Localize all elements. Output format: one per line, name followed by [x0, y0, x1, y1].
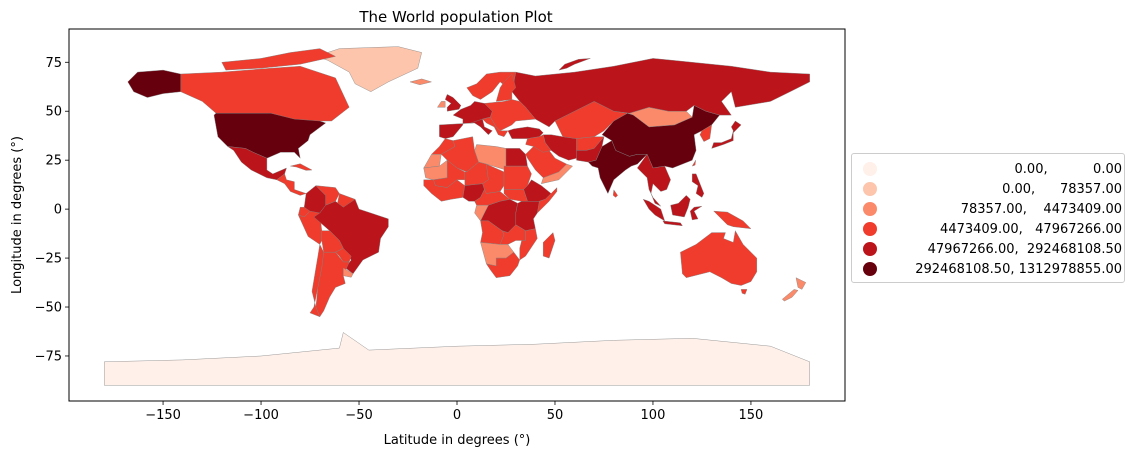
legend-item: 78357.00, 4473409.00 — [852, 200, 1126, 218]
region-italy — [470, 118, 493, 135]
legend-item: 292468108.50, 1312978855.00 — [852, 260, 1126, 278]
x-tick-label: −100 — [243, 408, 279, 423]
region-iraq-syria — [525, 134, 552, 153]
region-antarctica — [104, 332, 810, 386]
region-india — [588, 140, 648, 194]
legend-swatch-icon — [863, 222, 877, 236]
region-indochina — [637, 154, 671, 207]
region-philippines — [692, 173, 705, 198]
region-tasmania — [740, 289, 748, 295]
region-somalia — [537, 187, 558, 214]
x-tick-label: −50 — [345, 408, 372, 423]
region-greenland — [315, 46, 422, 92]
x-tick-label: −150 — [145, 408, 181, 423]
region-uruguay — [343, 267, 354, 278]
y-tick-label: −25 — [35, 252, 62, 267]
legend-label: 47967266.00, 292468108.50 — [927, 241, 1122, 257]
region-yemen-oman — [541, 163, 573, 184]
region-new-guinea — [713, 210, 752, 229]
region-borneo — [670, 195, 691, 218]
legend-swatch-icon — [863, 182, 877, 196]
legend-item: 4473409.00, 47967266.00 — [852, 220, 1126, 238]
legend-swatch-icon — [863, 162, 877, 176]
region-new-zealand — [782, 289, 799, 302]
legend-label: 78357.00, 4473409.00 — [960, 201, 1122, 217]
region-new-zealand-north — [795, 277, 806, 290]
region-united-kingdom — [445, 94, 462, 112]
y-axis-ticks: −75 −50 −25 0 25 50 75 — [35, 56, 69, 364]
legend-swatch-icon — [863, 242, 877, 256]
x-axis-label: Latitude in degrees (°) — [384, 433, 531, 448]
legend-item: 47967266.00, 292468108.50 — [852, 240, 1126, 258]
region-madagascar — [543, 232, 556, 259]
x-tick-label: 0 — [453, 408, 461, 423]
legend-label: 0.00, 0.00 — [1014, 161, 1122, 177]
map-regions — [104, 46, 810, 386]
region-central-america — [276, 173, 307, 196]
region-mexico — [227, 146, 287, 181]
legend: 0.00, 0.00 0.00, 78357.00 78357.00, 447340… — [851, 153, 1125, 283]
legend-item: 0.00, 0.00 — [852, 160, 1126, 178]
region-zambia-malawi — [499, 224, 526, 245]
region-egypt — [505, 148, 528, 167]
region-cuba — [290, 163, 313, 171]
region-gabon-congo — [474, 204, 489, 222]
region-iceland — [409, 78, 432, 86]
region-canadian-arctic — [221, 48, 336, 71]
region-alaska — [127, 69, 181, 98]
legend-swatch-icon — [863, 202, 877, 216]
legend-label: 0.00, 78357.00 — [1002, 181, 1122, 197]
region-south-africa — [486, 251, 520, 278]
region-java — [662, 220, 683, 227]
legend-item: 0.00, 78357.00 — [852, 180, 1126, 198]
y-axis-label: Longitude in degrees (°) — [10, 136, 25, 294]
region-sulawesi — [690, 205, 703, 221]
region-balkans-greece — [482, 116, 509, 137]
region-turkey — [507, 126, 544, 139]
legend-label: 292468108.50, 1312978855.00 — [915, 261, 1122, 277]
y-tick-label: 75 — [45, 56, 62, 71]
x-tick-label: 100 — [641, 408, 666, 423]
region-baltics-finland — [496, 73, 516, 102]
chart-title: The World population Plot — [358, 8, 552, 26]
region-japan — [711, 120, 742, 149]
region-russia — [511, 58, 810, 128]
y-tick-label: −50 — [35, 301, 62, 316]
x-tick-label: 50 — [547, 408, 564, 423]
y-tick-label: 0 — [54, 203, 62, 218]
y-tick-label: 25 — [45, 154, 62, 169]
region-australia — [680, 230, 757, 286]
legend-swatch-icon — [863, 262, 877, 276]
region-ireland — [437, 101, 446, 108]
x-axis-ticks: −150 −100 −50 0 50 100 150 — [145, 401, 763, 423]
region-east-africa — [515, 201, 540, 231]
y-tick-label: 50 — [45, 105, 62, 120]
region-korea — [699, 124, 712, 142]
region-novaya-zemlya — [558, 58, 591, 71]
y-tick-label: −75 — [35, 349, 62, 364]
x-tick-label: 150 — [739, 408, 764, 423]
region-taiwan — [692, 159, 696, 167]
region-canada — [180, 65, 350, 128]
region-argentina — [315, 251, 350, 317]
legend-label: 4473409.00, 47967266.00 — [940, 221, 1122, 237]
region-sri-lanka — [613, 189, 618, 198]
region-sumatra — [643, 199, 665, 222]
